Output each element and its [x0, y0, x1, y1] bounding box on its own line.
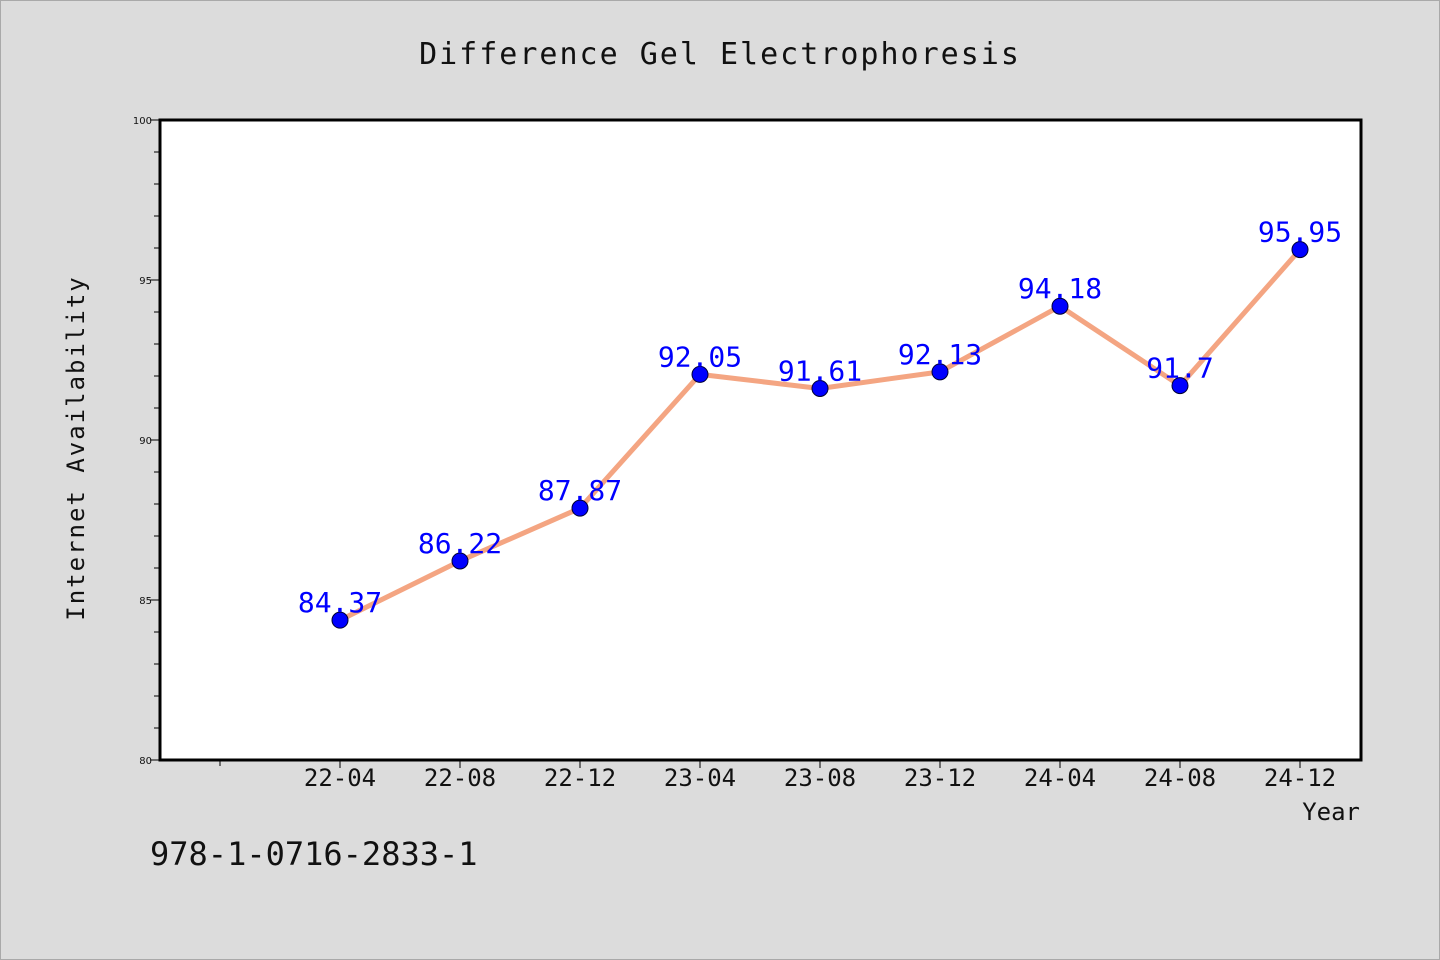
x-tick-label: 24-04 [1024, 764, 1096, 792]
x-tick-label: 23-08 [784, 764, 856, 792]
data-label-group: 84.37 86.22 87.87 92.05 91.61 92.13 94.18 91.7 9… [298, 216, 1342, 620]
x-axis: 22-04 22-08 22-12 23-04 23-08 23-12 24-04 24-08… [219, 760, 1336, 792]
x-tick-label: 24-08 [1144, 764, 1216, 792]
data-point [931, 363, 949, 381]
x-tick-label: 22-08 [424, 764, 496, 792]
data-label: 91.61 [778, 354, 862, 387]
isbn-text: 978-1-0716-2833-1 [150, 835, 478, 873]
data-point [1291, 241, 1309, 259]
x-tick-label: 23-04 [664, 764, 736, 792]
data-label: 92.05 [658, 340, 742, 373]
x-tick-label: 24-12 [1264, 764, 1336, 792]
y-tick-label: 80 [139, 756, 152, 767]
data-label: 86.22 [418, 527, 502, 560]
data-point [1171, 377, 1189, 395]
data-point [691, 365, 709, 383]
data-point [331, 611, 349, 629]
data-point [571, 499, 589, 517]
y-tick-label: 95 [139, 276, 152, 287]
data-label: 92.13 [898, 338, 982, 371]
y-tick-label: 100 [133, 116, 152, 127]
y-tick-label: 85 [139, 596, 152, 607]
data-point [811, 379, 829, 397]
data-label: 94.18 [1018, 272, 1102, 305]
x-tick-label: 23-12 [904, 764, 976, 792]
data-point [1051, 297, 1069, 315]
data-label: 84.37 [298, 586, 382, 619]
data-label: 91.7 [1146, 352, 1213, 385]
plot-area [158, 118, 1363, 762]
chart-title: Difference Gel Electrophoresis [419, 37, 1021, 72]
x-axis-label: Year [1302, 798, 1360, 826]
x-tick-label: 22-04 [304, 764, 376, 792]
data-label: 87.87 [538, 474, 622, 507]
data-point [451, 552, 469, 570]
data-label: 95.95 [1258, 216, 1342, 249]
y-axis: 80 85 90 95 100 [133, 116, 160, 767]
y-tick-label: 90 [139, 436, 152, 447]
y-axis-label: Internet Availability [62, 275, 90, 620]
marker-group [331, 241, 1309, 629]
x-tick-label: 22-12 [544, 764, 616, 792]
